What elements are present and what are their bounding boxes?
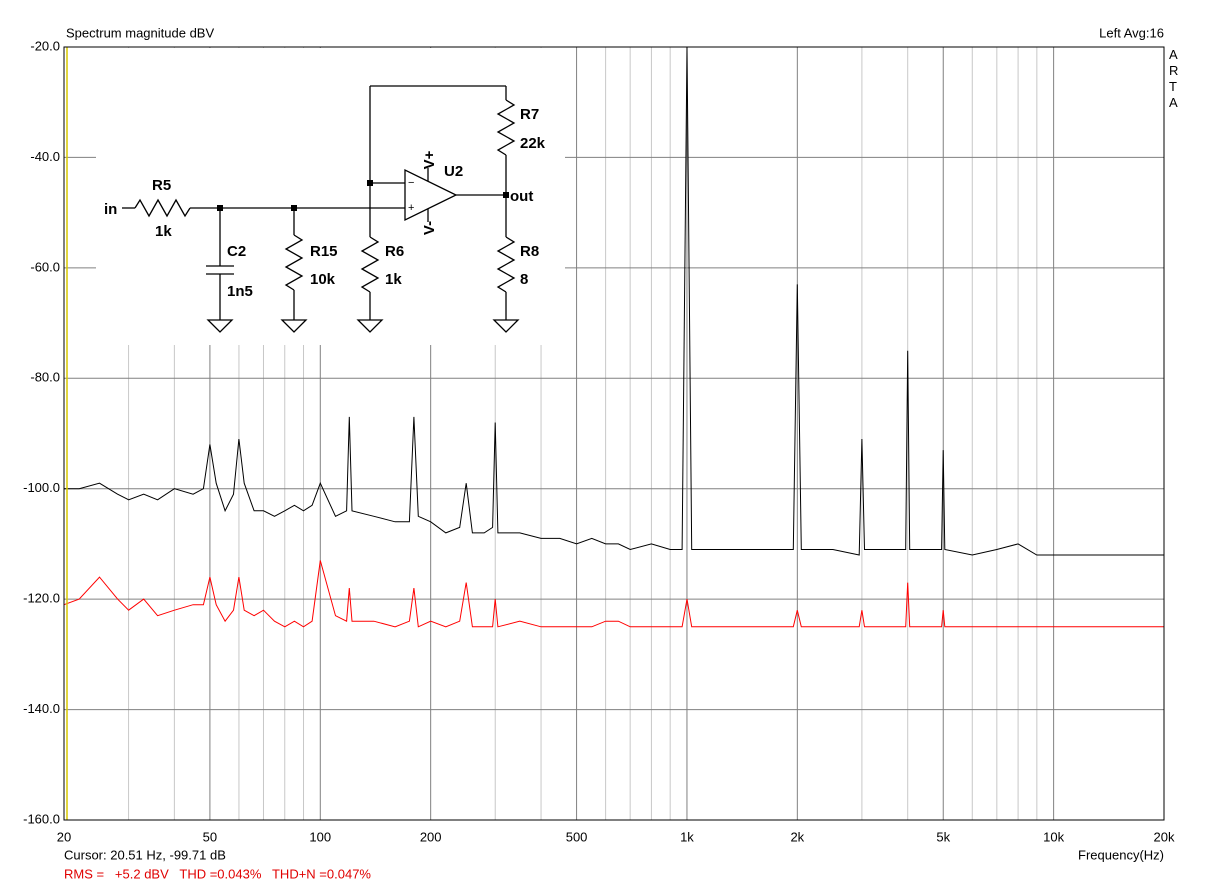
- schematic-label: R7: [520, 106, 539, 123]
- y-tick-label: -140.0: [23, 701, 60, 716]
- schematic-nodes: [217, 180, 509, 211]
- schematic-label: 1k: [155, 223, 172, 240]
- status: Left Avg:16: [1099, 25, 1164, 40]
- schematic-label: R5: [152, 177, 171, 194]
- stats-readout: RMS = +5.2 dBV THD =0.043% THD+N =0.047%: [64, 866, 371, 881]
- brand: ARTA: [1169, 47, 1179, 110]
- x-tick-label: 5k: [936, 829, 950, 844]
- schematic-label: 1n5: [227, 283, 253, 300]
- schematic-label: −: [408, 177, 414, 189]
- spectrum-line: [64, 46, 1164, 556]
- schematic-wires: [122, 85, 519, 333]
- x-tick-label: 100: [309, 829, 331, 844]
- x-tick-label: 20k: [1154, 829, 1175, 844]
- schematic-label: +: [408, 202, 414, 214]
- x-tick-label: 50: [203, 829, 217, 844]
- x-tick-label: 10k: [1043, 829, 1064, 844]
- schematic-label: C2: [227, 243, 246, 260]
- plot-frame: [63, 46, 1165, 821]
- schematic-label: R6: [385, 243, 404, 260]
- y-tick-label: -100.0: [23, 480, 60, 495]
- schematic-label: 8: [520, 271, 528, 288]
- schematic-label: R15: [310, 243, 338, 260]
- schematic-label: R8: [520, 243, 539, 260]
- schematic-label: out: [510, 188, 533, 205]
- schematic: in R5 1k C2 1n5 R15 10k R6 1k R7 22k R8 …: [96, 48, 565, 345]
- spectrum-line: [63, 560, 1164, 628]
- cursor-readout: Cursor: 20.51 Hz, -99.71 dB: [64, 847, 226, 862]
- y-tick-label: -120.0: [23, 591, 60, 606]
- schematic-label: 1k: [385, 271, 402, 288]
- x-tick-label: 200: [420, 829, 442, 844]
- y-tick-label: -160.0: [23, 811, 60, 826]
- schematic-label: U2: [444, 163, 463, 180]
- schematic-label: 10k: [310, 271, 336, 288]
- y-tick-label: -40.0: [30, 149, 60, 164]
- x-tick-label: 1k: [680, 829, 694, 844]
- schematic-label: V+: [421, 150, 438, 169]
- schematic-label: in: [104, 201, 117, 218]
- y-tick-label: -20.0: [30, 38, 60, 53]
- x-tick-label: 500: [566, 829, 588, 844]
- y-tick-label: -80.0: [30, 370, 60, 385]
- x-axis-title: Frequency(Hz): [1078, 847, 1164, 862]
- schematic-label: V-: [421, 221, 438, 235]
- x-tick-label: 20: [57, 829, 71, 844]
- x-tick-label: 2k: [790, 829, 804, 844]
- schematic-background: [96, 48, 565, 345]
- y-tick-label: -60.0: [30, 259, 60, 274]
- schematic-label: 22k: [520, 135, 546, 152]
- chart-title: Spectrum magnitude dBV: [66, 25, 214, 40]
